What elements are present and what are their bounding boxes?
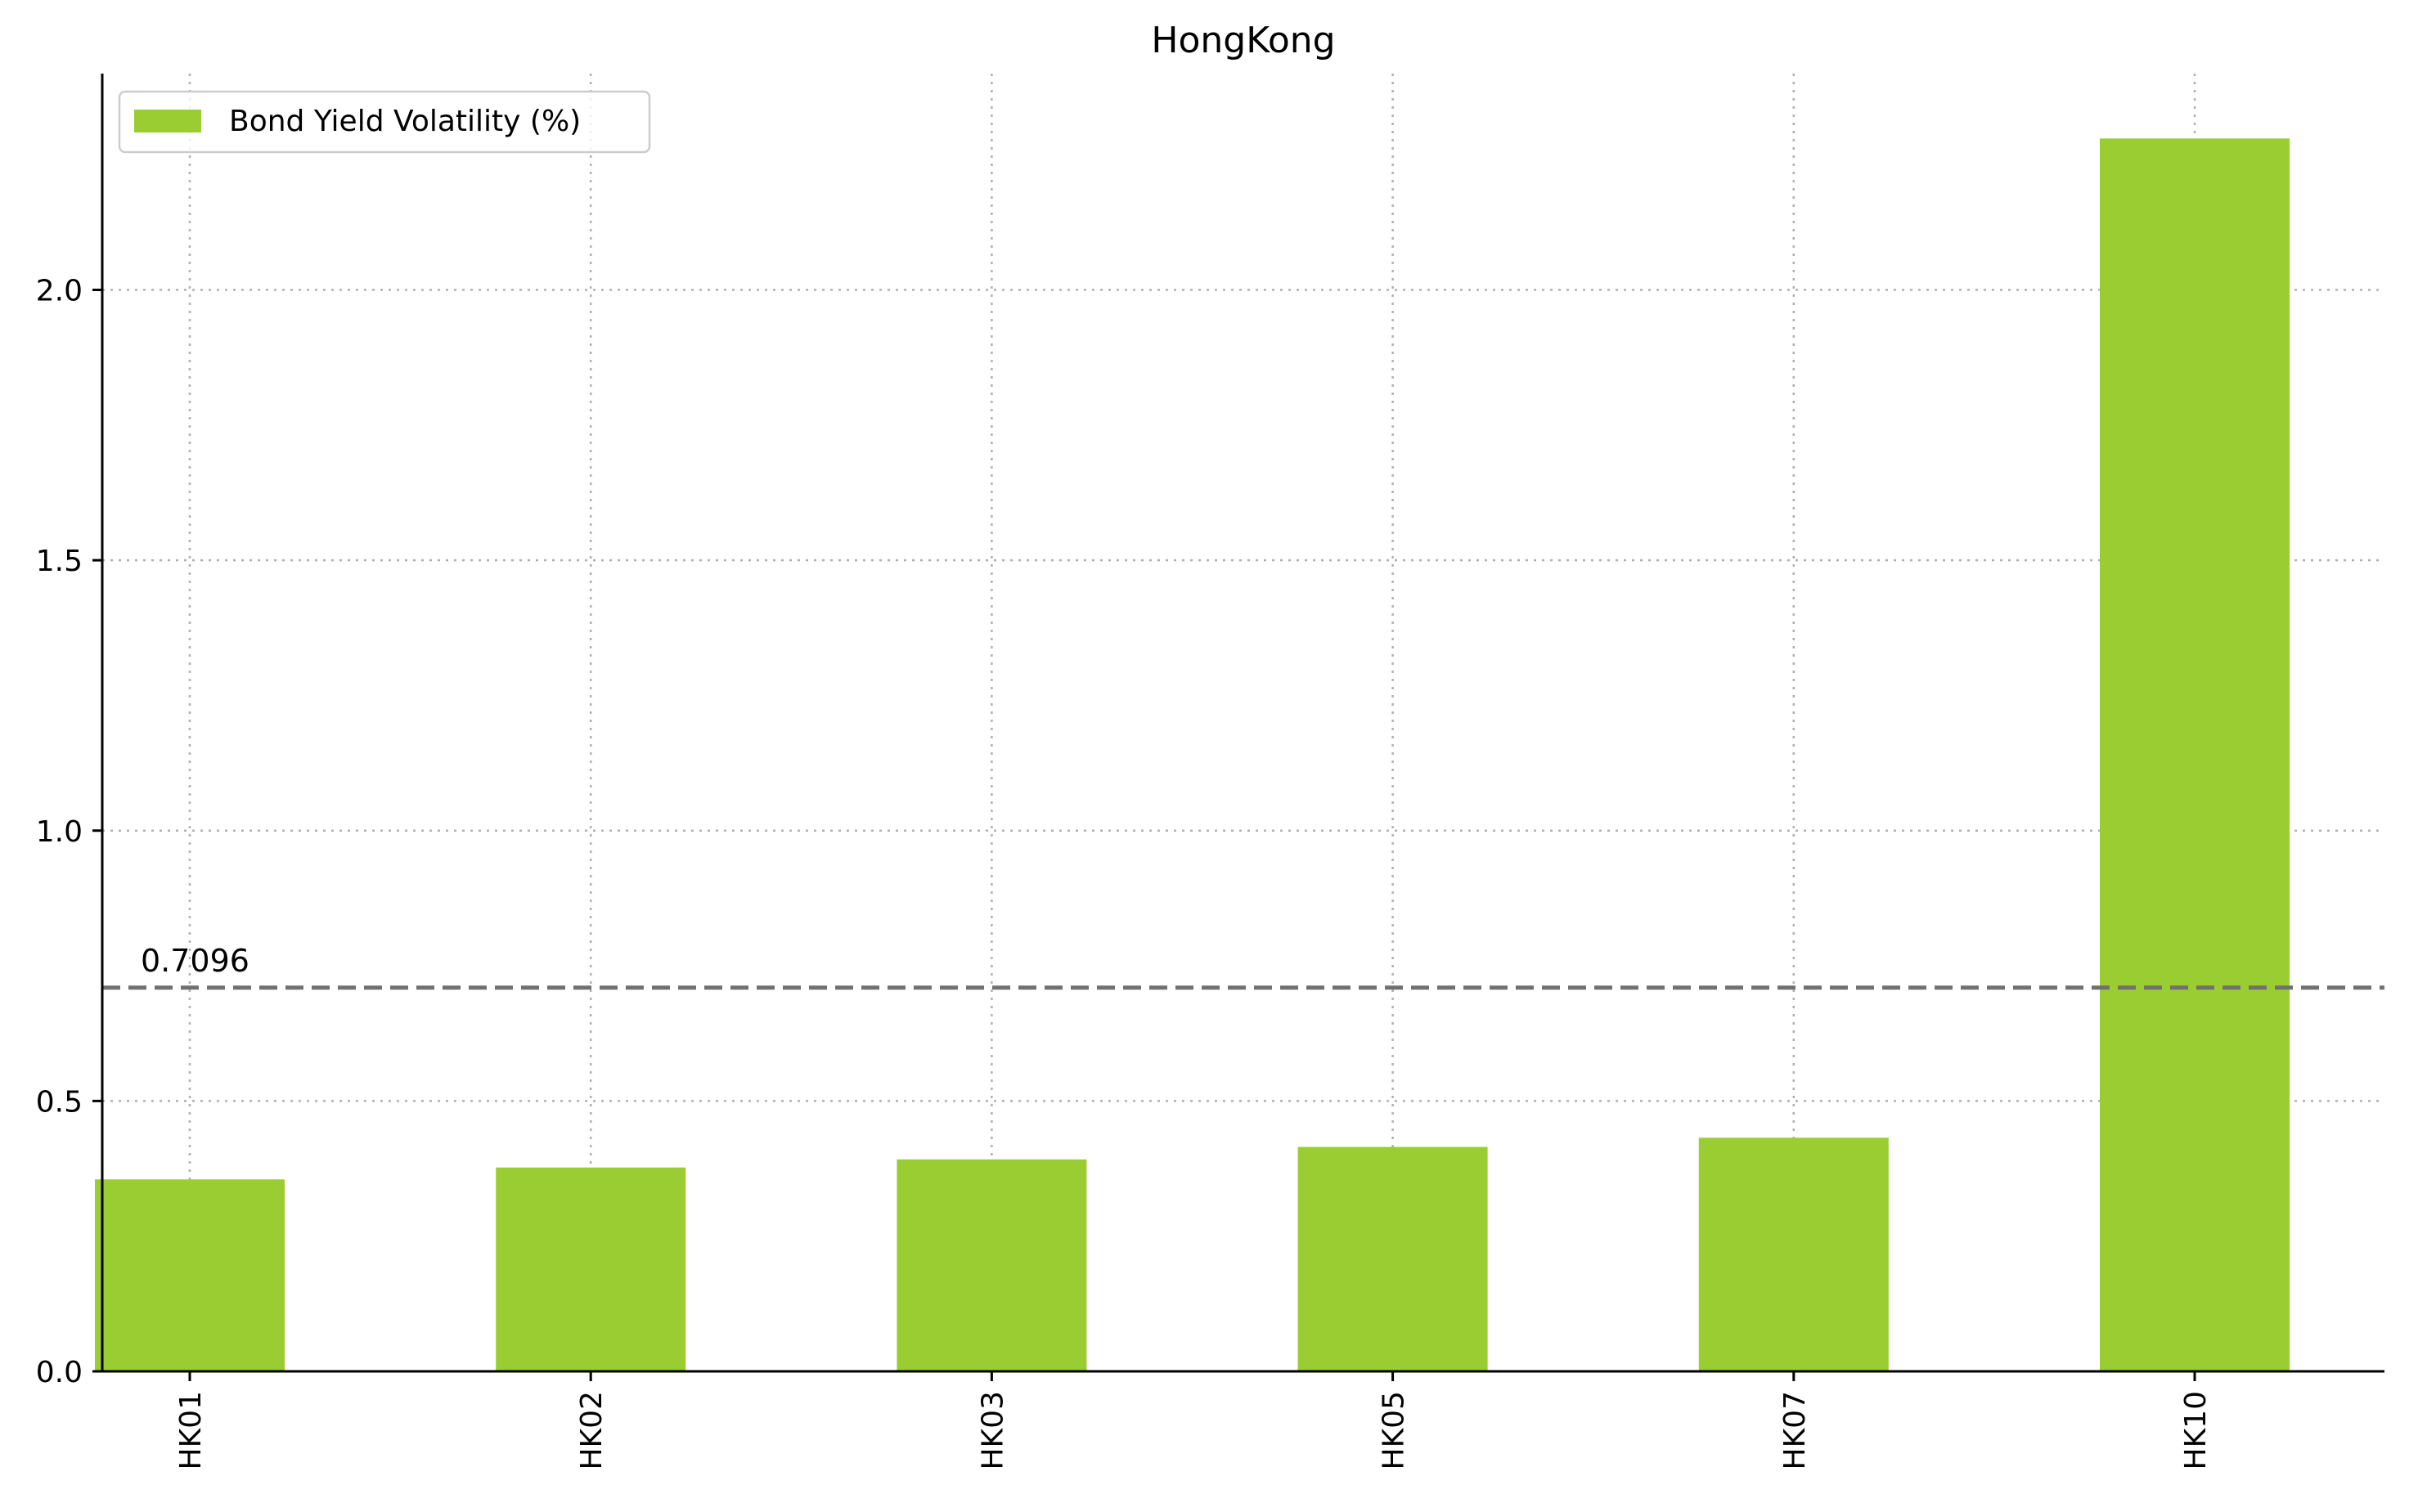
reference-line-group: 0.7096 [102, 943, 2384, 990]
legend-frame [118, 90, 651, 154]
legend-swatch [134, 110, 201, 132]
y-tick-label: 0.0 [36, 1356, 83, 1389]
x-tick-label: HK03 [976, 1391, 1009, 1470]
bar-hk10 [2100, 138, 2290, 1372]
grid-lines [102, 74, 2384, 1371]
y-tick-label: 1.0 [36, 815, 83, 849]
bar-hk01 [95, 1179, 285, 1371]
bar-hk02 [496, 1167, 686, 1371]
chart-title: HongKong [1151, 20, 1335, 61]
legend-label: Bond Yield Volatility (%) [229, 105, 581, 138]
x-tick-label: HK07 [1778, 1391, 1812, 1470]
bar-hk05 [1297, 1146, 1488, 1371]
y-tick-label: 2.0 [36, 275, 83, 308]
legend: Bond Yield Volatility (%) [118, 90, 651, 154]
reference-line-label: 0.7096 [141, 943, 249, 979]
bar-hk07 [1698, 1137, 1889, 1371]
x-tick-label: HK05 [1378, 1391, 1411, 1470]
x-tick-label: HK01 [174, 1391, 208, 1470]
axes: 0.0 0.5 1.0 1.5 2.0 HK01 HK02 HK03 HK05 HK07 HK10 [36, 74, 2384, 1470]
bar-hk03 [897, 1159, 1087, 1371]
y-tick-label: 0.5 [36, 1085, 83, 1119]
x-tick-label: HK02 [575, 1391, 609, 1470]
y-tick-label: 1.5 [36, 545, 83, 578]
bars [95, 138, 2290, 1372]
x-tick-label: HK10 [2179, 1391, 2213, 1470]
